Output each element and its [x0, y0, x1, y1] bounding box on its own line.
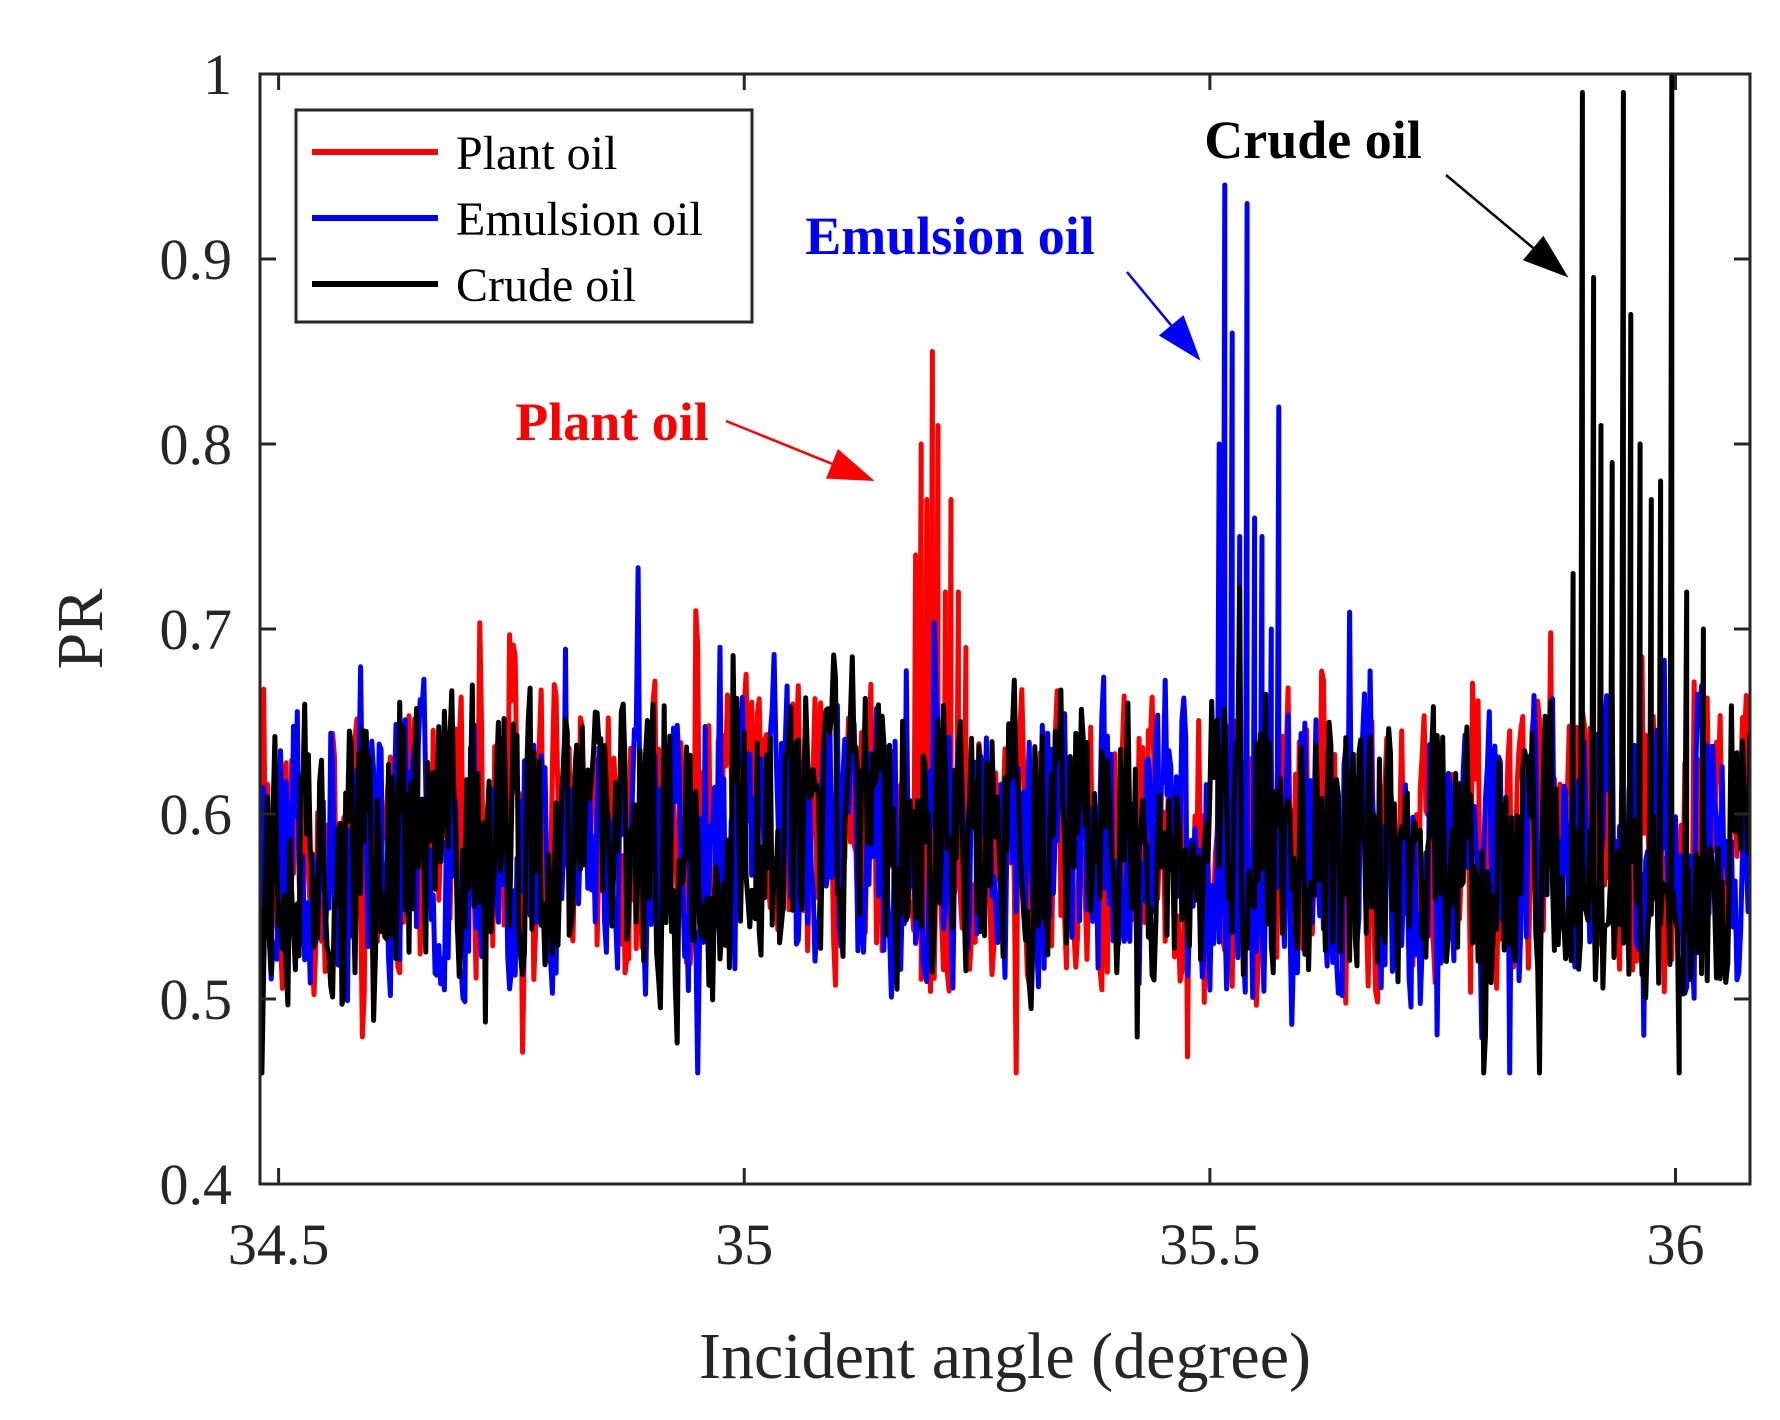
- y-axis-label: PR: [44, 589, 117, 670]
- annotation-crude-oil: Crude oil: [1204, 110, 1569, 278]
- series-line-emulsion-oil: [260, 182, 1750, 1076]
- y-tick-label: 0.9: [160, 227, 233, 292]
- legend-entry-crude-oil: Crude oil: [312, 259, 636, 312]
- y-tick-label: 0.8: [160, 412, 233, 477]
- y-tick-label: 0.6: [160, 782, 233, 847]
- series-line-crude-oil: [260, 74, 1750, 1076]
- annotation-label: Plant oil: [515, 392, 709, 452]
- annotation-arrow-shaft: [1445, 174, 1534, 249]
- x-tick-label: 35.5: [1159, 1212, 1261, 1277]
- annotation-arrow-shaft: [725, 419, 833, 465]
- axis-ticks: 34.5 35 35.5 36 0.4 0.5 0.6 0.7 0.8 0.9 1: [160, 42, 1750, 1277]
- annotation-emulsion-oil: Emulsion oil: [805, 206, 1201, 361]
- annotation-plant-oil: Plant oil: [515, 392, 875, 481]
- x-axis-label: Incident angle (degree): [699, 1320, 1311, 1393]
- legend-label: Emulsion oil: [456, 193, 703, 246]
- x-tick-label: 36: [1647, 1212, 1705, 1277]
- x-tick-label: 35: [715, 1212, 773, 1277]
- annotation-label: Crude oil: [1204, 110, 1422, 170]
- legend: Plant oil Emulsion oil Crude oil: [294, 108, 754, 324]
- annotation-arrow-shaft: [1126, 271, 1173, 327]
- legend-entry-plant-oil: Plant oil: [312, 127, 617, 180]
- y-tick-label: 0.7: [160, 597, 233, 662]
- x-tick-label: 34.5: [228, 1212, 330, 1277]
- y-tick-label: 0.5: [160, 967, 233, 1032]
- annotation-arrowhead: [1158, 315, 1201, 361]
- peak-annotations: Plant oil Emulsion oil Crude oil: [515, 110, 1569, 481]
- y-tick-label: 1: [203, 42, 232, 107]
- legend-label: Plant oil: [456, 127, 617, 180]
- annotation-label: Emulsion oil: [805, 206, 1095, 266]
- data-series-layer: [260, 74, 1750, 1076]
- legend-label: Crude oil: [456, 259, 636, 312]
- legend-entry-emulsion-oil: Emulsion oil: [312, 193, 703, 246]
- y-tick-label: 0.4: [160, 1152, 233, 1217]
- annotation-arrowhead: [825, 448, 875, 481]
- annotation-arrowhead: [1522, 235, 1569, 278]
